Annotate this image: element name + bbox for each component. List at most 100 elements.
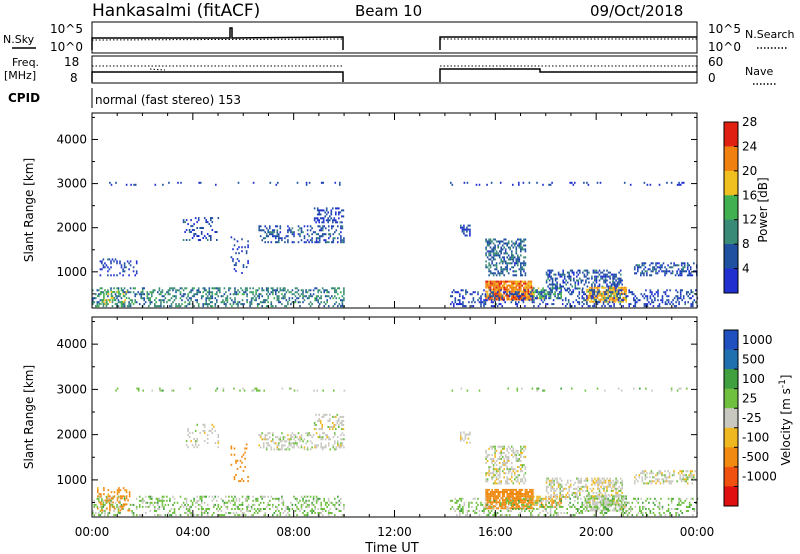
power-cell [528,293,531,296]
velocity-cell [524,445,527,448]
freq-label-top: Freq. [12,56,39,69]
power-cell [160,305,162,308]
power-cell [317,241,319,244]
power-cell [577,281,580,284]
power-cell [252,293,254,296]
power-cell [332,305,335,308]
velocity-cell [621,491,623,494]
velocity-cell [185,508,188,510]
velocity-cell [100,493,102,496]
velocity-cell [488,468,490,471]
power-cell [515,280,518,283]
power-cell [324,233,327,236]
power-cell [518,286,521,289]
velocity-cell [600,496,602,498]
power-cell [633,293,635,296]
power-cell [206,295,209,298]
velocity-cell [297,438,300,441]
power-cell [158,289,161,292]
power-cell [492,256,495,259]
power-cell [533,293,535,296]
power-cell [282,297,285,300]
velocity-cell [108,512,111,514]
velocity-cell [205,510,207,512]
power-cell [641,272,644,275]
power-cell [104,289,106,292]
power-cell [690,303,692,306]
velocity-cell [577,485,580,488]
velocity-cell [235,512,238,514]
velocity-cell [644,474,647,477]
power-cell [320,181,323,184]
power-cell [549,295,552,298]
power-cell [269,233,271,236]
velocity-cell [517,449,519,452]
velocity-cell [119,509,122,512]
velocity-cell [237,514,239,517]
power-cell [258,295,260,298]
power-cell [457,299,460,302]
velocity-cell [311,510,313,512]
velocity-cell [161,497,164,500]
power-cell [514,274,516,277]
power-cell [128,297,130,300]
power-cell [269,227,271,230]
velocity-cell [104,503,106,506]
velocity-cell [495,497,498,500]
velocity-cell [303,501,306,504]
power-cell [276,241,279,244]
power-cell [566,287,569,290]
velocity-cell [614,509,617,512]
velocity-cell [507,482,510,485]
power-cell [548,293,550,296]
velocity-cell [506,449,508,452]
velocity-cell [270,446,273,449]
power-cell [554,287,557,290]
power-cell [656,272,659,275]
power-cell [687,291,689,294]
power-colorbar-block [724,122,738,147]
power-cell [255,291,257,294]
power-cell [654,297,656,300]
velocity-cell [278,510,280,512]
velocity-cell [511,491,513,493]
velocity-cell [282,499,285,502]
power-cell [113,291,116,293]
velocity-cell [603,477,605,480]
power-cell [135,272,138,275]
power-cell [278,239,280,242]
velocity-cell [582,489,584,492]
velocity-cell [592,507,594,510]
velocity-cell [521,466,524,469]
power-cell [503,268,505,271]
velocity-cell [314,512,316,514]
velocity-cell [137,389,140,392]
power-cell [598,283,601,286]
velocity-cell [460,497,463,500]
power-cell [592,305,594,308]
velocity-cell [616,479,619,482]
velocity-cell [649,472,651,475]
velocity-cell [244,499,247,502]
velocity-cell [506,491,508,493]
power-cell [454,301,457,304]
power-cell [521,294,524,297]
power-cell [586,269,589,272]
power-cell [148,299,150,302]
power-cell [593,291,596,294]
power-cell [657,289,659,292]
power-cell [154,289,156,292]
power-cell [533,291,535,294]
power-cell [267,291,269,294]
power-cell [647,268,650,271]
power-cell [149,303,152,306]
power-cell [343,241,345,244]
velocity-cell [520,501,522,504]
power-cell [638,264,641,267]
power-cell [667,270,669,273]
power-cell [608,286,611,289]
velocity-cell [494,453,496,456]
power-cell [511,240,513,243]
velocity-cell [114,514,117,517]
velocity-cell [532,507,534,510]
